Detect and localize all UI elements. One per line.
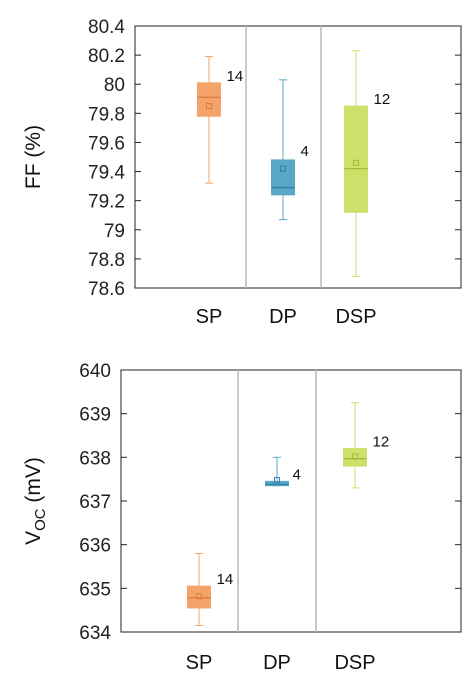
x-category-label: DSP xyxy=(334,652,375,674)
y-tick-label: 635 xyxy=(79,579,111,600)
sample-count-label: 14 xyxy=(227,68,244,85)
y-tick-label: 638 xyxy=(79,448,111,469)
iqr-box xyxy=(271,159,295,196)
chart-panel-1: 78.6 78.8 79 79.2 79.4 79.6 79.8 80 80.2 80.4 SP DP… xyxy=(22,17,462,328)
y-tick-label: 79.4 xyxy=(88,163,125,184)
box-dsp: 12 xyxy=(343,402,390,489)
x-category-label: SP xyxy=(186,652,213,674)
mean-marker xyxy=(206,103,212,110)
plot-frame xyxy=(134,25,462,289)
x-category-label: SP xyxy=(196,306,223,328)
sample-count-label: 4 xyxy=(293,466,301,483)
mean-marker xyxy=(353,159,359,166)
y-tick-label: 80.4 xyxy=(88,17,125,38)
y-tick-label: 78.8 xyxy=(88,250,125,271)
y-tick-label: 634 xyxy=(79,623,111,644)
iqr-box xyxy=(343,448,367,467)
iqr-box xyxy=(265,480,289,487)
y-tick-label: 80.2 xyxy=(88,46,125,67)
y-tick-label: 78.6 xyxy=(88,279,125,300)
y-axis-label: FF (%) xyxy=(22,125,45,189)
y-tick-label: 80 xyxy=(104,75,125,96)
y-tick-label: 640 xyxy=(79,361,111,382)
plot-frame xyxy=(120,369,462,633)
mean-marker xyxy=(196,593,202,600)
y-tick-label: 639 xyxy=(79,405,111,426)
iqr-box xyxy=(197,82,221,117)
box-sp: 14 xyxy=(187,552,234,626)
x-category-label: DSP xyxy=(335,306,376,328)
mean-marker xyxy=(352,453,358,460)
y-tick-label: 79 xyxy=(104,221,125,242)
mean-marker xyxy=(274,477,280,484)
y-tick-label: 79.8 xyxy=(88,104,125,125)
iqr-box xyxy=(344,105,368,213)
iqr-box xyxy=(187,585,211,609)
y-tick-label: 79.6 xyxy=(88,133,125,154)
y-axis-label: VOC (mV) xyxy=(22,457,49,545)
y-tick-label: 79.2 xyxy=(88,192,125,213)
box-dp: 4 xyxy=(271,79,309,221)
box-dp: 4 xyxy=(265,456,301,487)
sample-count-label: 12 xyxy=(374,91,391,108)
chart-panel-2: 634 635 636 637 638 639 640 SP DP DSP VOC (mV) 14 4 1… xyxy=(22,361,462,674)
x-category-label: DP xyxy=(269,306,297,328)
mean-marker xyxy=(280,165,286,172)
box-sp: 14 xyxy=(197,56,244,184)
sample-count-label: 12 xyxy=(373,434,390,451)
sample-count-label: 4 xyxy=(301,143,309,160)
box-dsp: 12 xyxy=(344,50,391,277)
y-tick-label: 637 xyxy=(79,492,111,513)
sample-count-label: 14 xyxy=(217,571,234,588)
x-category-label: DP xyxy=(263,652,291,674)
y-tick-label: 636 xyxy=(79,536,111,557)
